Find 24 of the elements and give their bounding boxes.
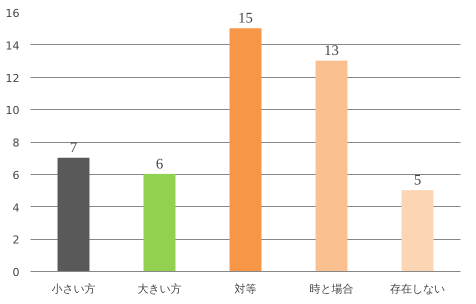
x-tick-label: 存在しない	[390, 282, 445, 296]
y-tick-label: 10	[6, 104, 20, 118]
data-label: 6	[156, 156, 164, 172]
bar	[58, 158, 90, 272]
y-tick-label: 12	[6, 72, 20, 85]
bar	[316, 60, 348, 272]
data-label: 13	[324, 43, 339, 60]
data-label: 5	[414, 172, 422, 189]
data-label: 15	[238, 10, 253, 27]
x-tick-label: 時と場合	[310, 282, 354, 296]
y-tick-label: 2	[12, 234, 20, 247]
y-tick-label: 6	[12, 168, 20, 182]
x-tick-label: 小さい方	[52, 282, 96, 296]
x-tick-label: 対等	[234, 282, 256, 296]
x-tick-label: 大きい方	[138, 282, 182, 296]
y-tick-label: 0	[12, 266, 20, 279]
y-tick-label: 8	[12, 136, 20, 150]
y-tick-label: 16	[6, 7, 20, 20]
bar	[230, 28, 262, 272]
data-label: 7	[70, 140, 78, 156]
y-tick-label: 14	[6, 39, 20, 52]
bar	[402, 190, 434, 272]
bar	[144, 174, 176, 272]
y-tick-label: 4	[12, 201, 20, 214]
